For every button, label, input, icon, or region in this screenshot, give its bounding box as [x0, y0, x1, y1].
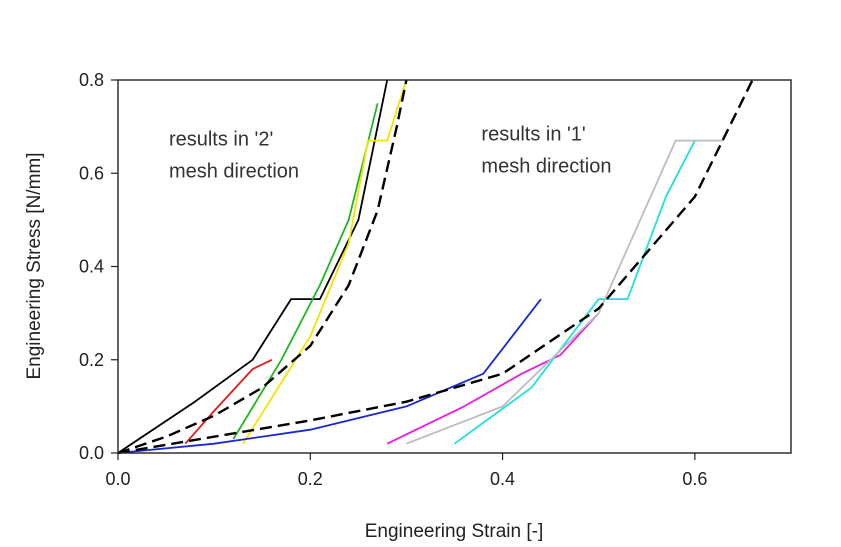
series-line-6	[117, 298, 542, 454]
ticks-layer: 0.0 0.2 0.4 0.6 0.0 0.2 0.4 0.6 0.8	[79, 70, 707, 489]
x-axis-title: Engineering Strain [-]	[365, 521, 544, 542]
annotations: results in '2' mesh direction results in '…	[169, 124, 612, 183]
series-layer	[117, 79, 754, 455]
x-tick-label: 0.6	[682, 469, 707, 489]
y-tick-label: 0.2	[79, 350, 104, 370]
annotation-0-line-1: mesh direction	[169, 160, 299, 182]
series-line-3	[184, 358, 273, 445]
y-tick-label: 0.6	[79, 163, 104, 183]
annotation-0-line-0: results in '2'	[169, 128, 273, 150]
series-line-0	[117, 79, 408, 455]
annotation-1-line-0: results in '1'	[481, 124, 585, 146]
y-tick-label: 0.0	[79, 443, 104, 463]
x-tick-label: 0.4	[490, 469, 515, 489]
series-line-8	[453, 140, 696, 445]
y-tick-label: 0.4	[79, 257, 104, 277]
y-tick-label: 0.8	[79, 70, 104, 90]
series-line-9	[406, 139, 724, 445]
y-axis-title: Engineering Stress [N/mm]	[24, 152, 45, 379]
series-line-1	[117, 79, 754, 455]
x-tick-label: 0.2	[298, 469, 323, 489]
x-tick-label: 0.0	[105, 469, 130, 489]
series-line-4	[232, 103, 379, 440]
series-line-7	[386, 312, 600, 445]
annotation-1-line-1: mesh direction	[481, 156, 611, 178]
series-line-2	[117, 79, 389, 454]
